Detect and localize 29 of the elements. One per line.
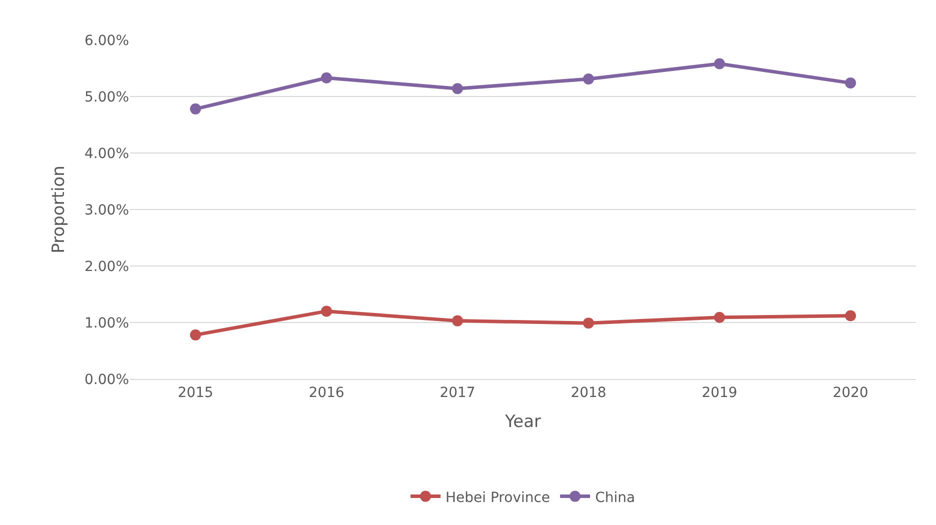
point (321, 72, 332, 84)
point (190, 103, 201, 114)
point (845, 310, 856, 322)
x-axis-title: Year (504, 412, 542, 432)
x-tick-label: 2019 (702, 384, 738, 401)
y-tick-label: 1.00% (84, 315, 129, 332)
point (714, 312, 725, 323)
x-tick-label: 2015 (178, 384, 214, 401)
y-tick-label: 2.00% (84, 258, 129, 275)
x-tick-label: 2016 (308, 384, 344, 401)
point (845, 77, 856, 88)
y-tick-label: 5.00% (84, 89, 129, 106)
legend-label: China (595, 490, 636, 506)
x-tick-label: 2017 (440, 384, 476, 401)
y-tick-label: 3.00% (84, 202, 129, 218)
point (583, 318, 594, 329)
point (190, 329, 201, 340)
y-axis-title: Proportion (49, 166, 70, 254)
point (452, 315, 463, 326)
point (321, 306, 332, 317)
y-tick-label: 0.00% (84, 372, 129, 388)
x-tick-label: 2020 (832, 384, 868, 401)
y-tick-label: 4.00% (84, 146, 129, 162)
y-tick-label: 6.00% (84, 32, 129, 49)
point (714, 58, 725, 70)
point (583, 73, 594, 84)
legend-label: Hebei Province (446, 490, 550, 506)
x-tick-label: 2018 (570, 384, 606, 401)
point (452, 83, 463, 94)
